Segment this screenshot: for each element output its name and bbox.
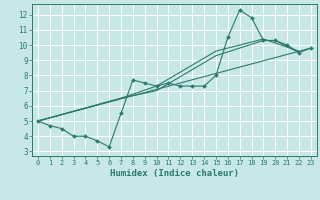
- X-axis label: Humidex (Indice chaleur): Humidex (Indice chaleur): [110, 169, 239, 178]
